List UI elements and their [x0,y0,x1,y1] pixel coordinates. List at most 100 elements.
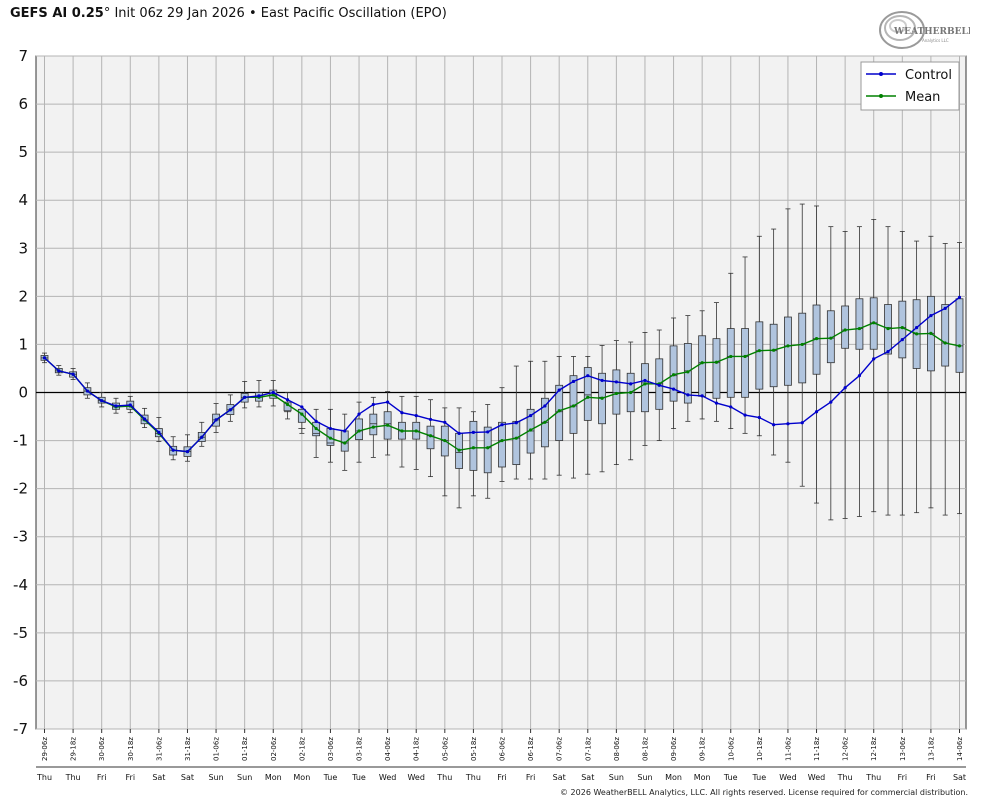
x-tick-label: 03-18z [356,737,364,761]
control-point [557,388,561,392]
control-point [314,419,318,423]
control-point [757,415,761,420]
day-label: Sat [953,773,966,782]
control-point [571,379,576,384]
control-point [400,411,404,415]
control-point [42,356,47,360]
mean-point [557,409,561,413]
control-point [800,421,804,425]
mean-point [929,331,933,335]
y-tick-label: 3 [18,239,28,257]
control-point [943,306,947,310]
day-label: Tue [323,773,338,782]
mean-point [400,429,404,433]
chart-title: GEFS AI 0.25° Init 06z 29 Jan 2026 • Eas… [10,6,447,21]
mean-point [343,441,347,445]
x-tick-label: 03-06z [327,737,335,761]
mean-point [514,436,518,440]
mean-point [386,423,390,427]
control-point [957,295,962,299]
control-point [457,431,461,435]
control-point [343,429,347,433]
x-axis: 29-06z 29-18z 30-06z 30-18z 31-06z 31-18z 01-0… [36,729,966,782]
control-point [486,430,490,434]
mean-point [486,446,490,450]
mean-point [414,429,418,433]
iqr-box [355,418,363,441]
control-point [214,418,218,422]
x-tick-label: 06-06z [499,737,507,761]
x-tick-label: 12-06z [842,737,850,761]
box-11-00z [769,228,778,456]
logo-text: WEATHERBELL [893,27,970,37]
mean-point [743,354,747,359]
mean-point [829,336,833,340]
control-point [157,430,161,434]
x-tick-label: 04-06z [384,737,392,761]
x-tick-label: 31-06z [155,737,163,761]
y-tick-label: 2 [18,287,28,305]
iqr-box [841,305,850,349]
box-11-06z [784,208,792,463]
box-12-06z [841,231,850,519]
mean-point [586,395,590,399]
x-tick-label: 07-18z [584,737,592,761]
mean-point [671,373,676,377]
x-tick-label: 30-18z [127,737,135,761]
x-tick-label: 29-06z [41,737,49,761]
mean-point [700,361,704,365]
iqr-box [583,367,592,421]
day-label: Sat [581,773,594,782]
control-point [600,378,604,383]
iqr-box [726,328,735,398]
mean-point [371,425,375,429]
day-label: Wed [779,773,796,782]
iqr-box [297,408,306,423]
x-tick-label: 09-18z [699,737,707,761]
mean-point [886,326,890,331]
day-label: Mon [293,773,310,782]
iqr-box [741,328,749,398]
x-tick-label: 05-06z [441,737,449,761]
day-label: Thu [36,773,52,782]
x-tick-label: 02-18z [298,737,306,761]
control-point [857,374,862,378]
iqr-box [941,304,950,367]
control-point [714,401,719,405]
mean-point [643,382,647,386]
control-point [386,400,390,404]
series-lines [42,295,962,454]
x-tick-label: 08-06z [613,737,621,761]
y-tick-label: 7 [18,47,28,65]
control-point [128,403,132,407]
control-point [586,374,590,378]
mean-point [443,438,447,443]
control-point [114,404,118,408]
box-09-18z [698,310,707,420]
mean-point [729,354,733,359]
day-label: Sat [152,773,165,782]
x-tick-label: 07-06z [556,737,564,761]
day-label: Fri [497,773,507,782]
mean-point [614,391,618,396]
control-point [743,413,747,417]
mean-point [457,448,461,452]
iqr-box [469,420,478,471]
day-label: Sun [237,773,252,782]
day-label: Tue [752,773,767,782]
mean-point [786,344,790,348]
mean-point [800,342,804,347]
box-10-12z [741,256,749,434]
control-point [528,413,533,418]
iqr-box [698,335,707,397]
y-axis: 7 6 5 4 3 2 1 0 -1 -2 -3 -4 -5 -6 -7 [13,47,28,738]
legend-mean-marker [879,94,883,98]
mean-point [915,332,919,336]
day-label: Sun [208,773,223,782]
mean-point [714,360,719,364]
control-point [900,338,904,342]
mean-point [957,344,962,348]
model-name: GEFS AI 0.25 [10,6,104,21]
x-tick-label: 14-06z [956,737,964,761]
